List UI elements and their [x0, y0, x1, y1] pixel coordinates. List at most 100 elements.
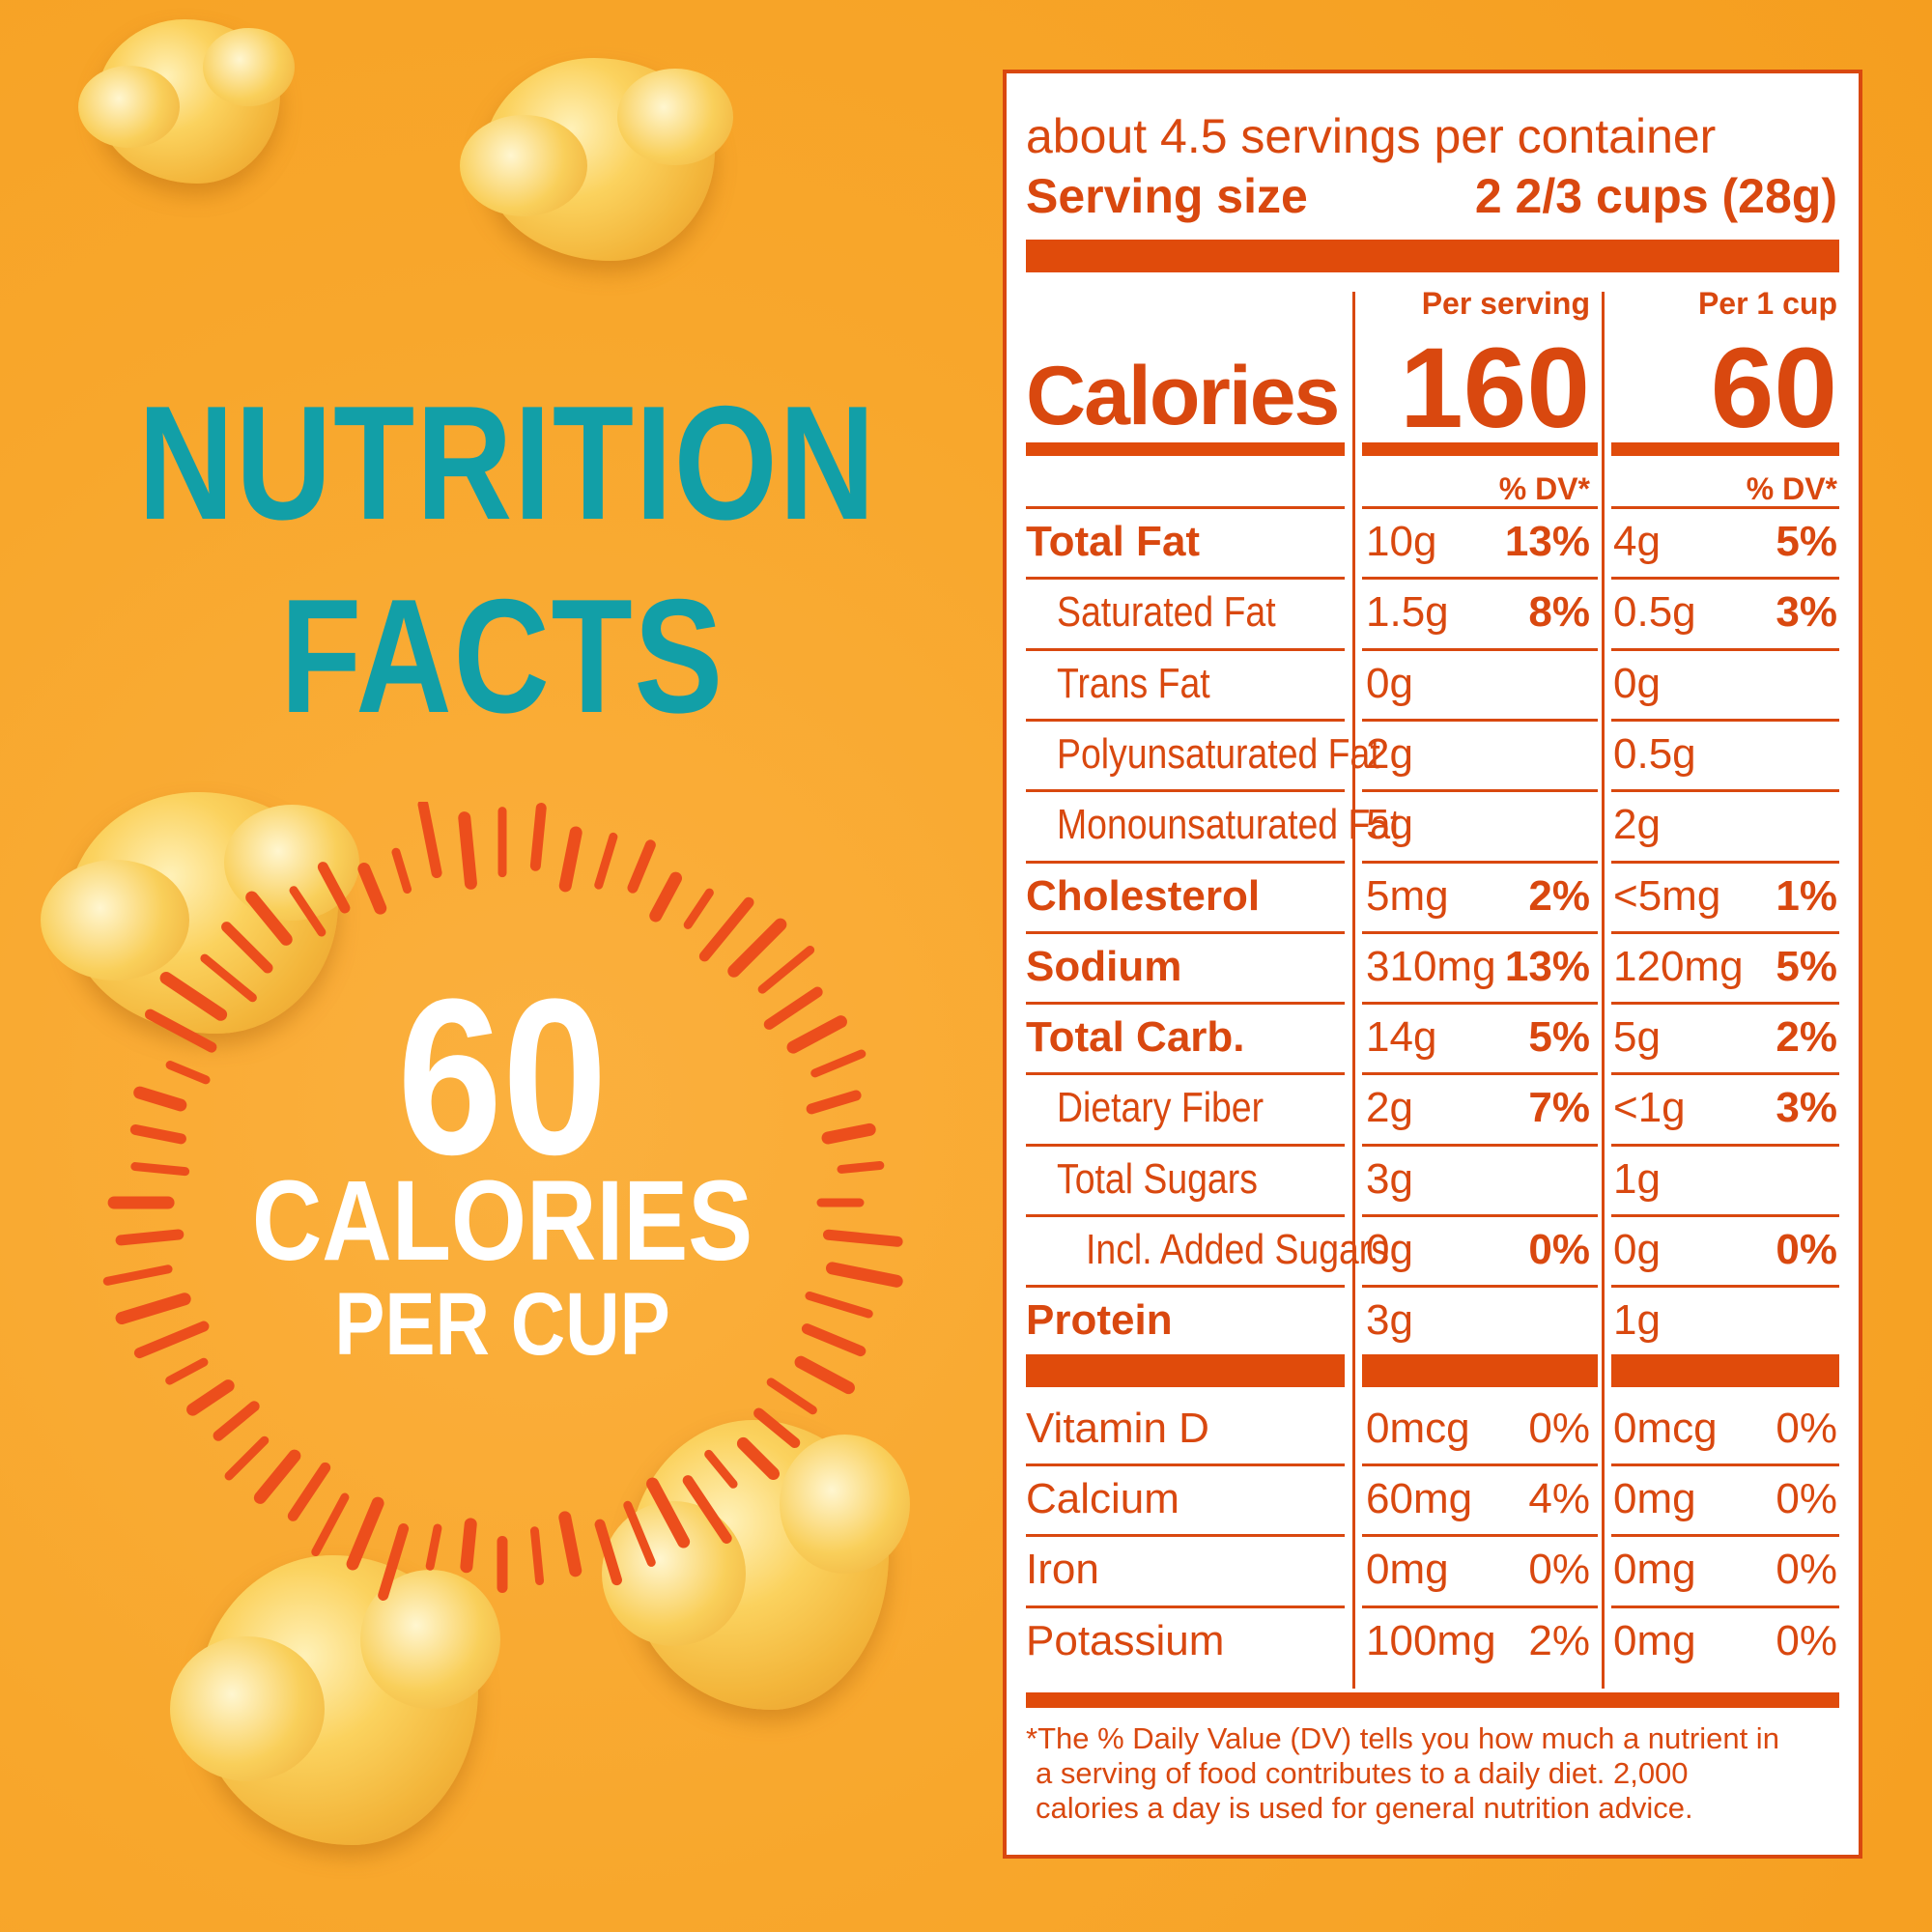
calories-divider-mid — [1362, 442, 1598, 456]
burst-dash — [822, 1229, 903, 1247]
vitamin-name: Potassium — [1026, 1616, 1225, 1664]
vitamin-serving-dv: 4% — [1528, 1474, 1590, 1522]
vitamin-serving-amount: 100mg — [1366, 1616, 1496, 1664]
burst-dash — [594, 1519, 622, 1586]
nutrient-name: Incl. Added Sugars — [1086, 1226, 1389, 1273]
burst-dash — [425, 1523, 442, 1571]
vitamin-cup-amount: 0mg — [1613, 1616, 1696, 1664]
nutrient-name: Saturated Fat — [1057, 588, 1276, 637]
nutrient-cup-amount: 1g — [1613, 1154, 1661, 1203]
burst-dash — [245, 891, 293, 946]
burst-dash — [186, 1379, 235, 1416]
hero-calories-number: 60 — [397, 952, 608, 1201]
row-divider — [1026, 1605, 1345, 1608]
nutrient-serving-amount: 2g — [1366, 729, 1413, 778]
row-divider — [1362, 1605, 1598, 1608]
calories-label: Calories — [1026, 350, 1340, 442]
burst-dash — [558, 1511, 582, 1577]
nutrient-serving-amount: 10g — [1366, 518, 1437, 565]
burst-dash — [311, 1492, 350, 1557]
vitamin-section-divider — [1611, 1353, 1839, 1387]
burst-dash — [558, 826, 582, 893]
burst-dash — [115, 1229, 185, 1246]
burst-dash — [224, 1435, 270, 1481]
per-serving-header: Per serving — [1421, 286, 1590, 321]
popcorn-image-top-center — [460, 58, 734, 261]
burst-dash — [806, 1090, 862, 1115]
nutrient-name: Protein — [1026, 1296, 1173, 1345]
burst-dash — [253, 1449, 301, 1504]
burst-dash — [378, 1523, 410, 1601]
nutrient-cup-amount: <1g — [1613, 1084, 1686, 1132]
nutrient-cup-amount: 0.5g — [1613, 729, 1696, 778]
row-divider — [1611, 930, 1839, 934]
nutrient-serving-amount: 310mg — [1366, 942, 1496, 990]
row-divider — [1362, 789, 1598, 793]
dv-header-serving: % DV* — [1498, 471, 1590, 506]
burst-dash — [649, 871, 683, 923]
row-divider — [1611, 1072, 1839, 1076]
nutrient-serving-dv: 13% — [1504, 518, 1590, 565]
row-divider — [1026, 1072, 1345, 1076]
burst-dash — [165, 1357, 209, 1385]
vitamin-serving-amount: 0mg — [1366, 1546, 1449, 1594]
burst-dash — [627, 839, 656, 894]
nutrient-serving-amount: 3g — [1366, 1296, 1413, 1345]
nutrient-serving-amount: 1.5g — [1366, 588, 1449, 637]
nutrient-cup-dv: 5% — [1776, 942, 1837, 990]
row-divider — [1026, 789, 1345, 793]
nutrient-serving-dv: 5% — [1528, 1013, 1590, 1062]
nutrient-cup-amount: 0g — [1613, 1226, 1661, 1273]
burst-dash — [794, 1355, 855, 1395]
burst-dash — [837, 1161, 885, 1174]
burst-dash — [646, 1477, 691, 1548]
burst-dash — [810, 1049, 867, 1078]
dv-header-cup: % DV* — [1746, 471, 1837, 506]
vitamin-section-divider — [1026, 1353, 1345, 1387]
column-divider-1 — [1352, 292, 1355, 1689]
row-divider — [1362, 1214, 1598, 1217]
row-divider — [1026, 1463, 1345, 1466]
burst-dash — [213, 1401, 260, 1441]
vitamin-serving-dv: 0% — [1528, 1546, 1590, 1594]
nutrient-cup-dv: 1% — [1776, 871, 1837, 920]
row-divider — [1026, 1534, 1345, 1538]
vitamin-serving-dv: 2% — [1528, 1616, 1590, 1664]
row-divider — [1611, 647, 1839, 651]
popcorn-image-middle-left — [41, 792, 360, 1034]
nutrient-name: Total Fat — [1026, 518, 1201, 565]
nutrient-cup-amount: 0.5g — [1613, 588, 1696, 637]
footer-divider — [1026, 1692, 1839, 1708]
burst-dash — [736, 1436, 781, 1481]
burst-dash — [529, 1526, 545, 1585]
burst-dash — [529, 803, 547, 871]
row-divider — [1362, 1002, 1598, 1006]
vitamin-cup-dv: 0% — [1776, 1616, 1837, 1664]
popcorn-image-bottom-left — [170, 1555, 501, 1845]
nutrient-name: Monounsaturated Fat — [1057, 801, 1401, 849]
row-divider — [1362, 647, 1598, 651]
burst-dash — [763, 986, 823, 1030]
nutrient-serving-dv: 2% — [1528, 871, 1590, 920]
nutrient-name: Cholesterol — [1026, 871, 1261, 920]
burst-dash — [460, 1518, 477, 1574]
vitamin-name: Vitamin D — [1026, 1404, 1209, 1452]
nutrient-name: Total Carb. — [1026, 1013, 1245, 1062]
burst-dash — [682, 1475, 732, 1544]
nutrient-cup-amount: 4g — [1613, 518, 1661, 565]
burst-decoration — [102, 802, 903, 1601]
vitamin-serving-dv: 0% — [1528, 1404, 1590, 1452]
hero-title-line1: NUTRITION — [137, 372, 877, 554]
nutrient-serving-amount: 3g — [1366, 1154, 1413, 1203]
calories-divider-right — [1611, 442, 1839, 456]
row-divider — [1611, 789, 1839, 793]
burst-dash — [801, 1323, 867, 1357]
nutrient-serving-amount: 2g — [1366, 1084, 1413, 1132]
vitamin-section-divider — [1362, 1353, 1598, 1387]
row-divider — [1611, 860, 1839, 864]
burst-dash — [165, 1061, 211, 1085]
burst-dash — [346, 1496, 384, 1571]
row-divider — [1611, 506, 1839, 509]
nutrient-serving-amount: 14g — [1366, 1013, 1437, 1062]
burst-dash — [623, 1500, 656, 1567]
